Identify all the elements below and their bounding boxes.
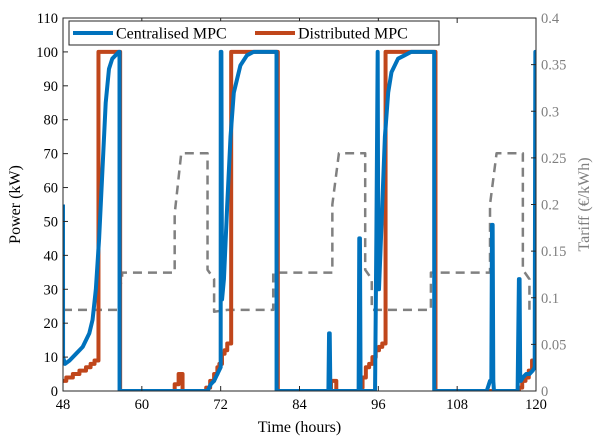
y2-tick-label: 0.05 (541, 337, 566, 353)
series-centralised-mpc-line (63, 49, 536, 391)
x-tick-label: 96 (371, 397, 386, 413)
y-tick-label: 100 (36, 45, 58, 61)
x-tick-label: 60 (135, 397, 150, 413)
y-tick-label: 80 (44, 113, 59, 129)
x-axis: 48 60 72 84 96 108 120 (56, 18, 547, 413)
y-tick-label: 30 (44, 282, 59, 298)
y-tick-label: 60 (44, 181, 59, 197)
y-tick-label: 110 (37, 11, 58, 27)
y2-tick-label: 0 (541, 384, 548, 400)
x-axis-label: Time (hours) (258, 419, 341, 436)
legend-box (68, 20, 440, 46)
x-tick-label: 48 (56, 397, 71, 413)
legend-label-centralised: Centralised MPC (116, 26, 227, 43)
y-tick-label: 70 (44, 147, 59, 163)
y-axis-label: Power (kW) (7, 165, 24, 244)
y2-tick-label: 0.3 (541, 104, 559, 120)
x-tick-label: 72 (213, 397, 228, 413)
y2-tick-label: 0.35 (541, 58, 566, 74)
y2-tick-label: 0.4 (541, 11, 560, 27)
y-tick-label: 0 (51, 384, 58, 400)
series-distributed-mpc-line (63, 49, 536, 391)
y2-axis-label: Tariff (€/kWh) (576, 157, 593, 251)
y-axis-right: 0 0.05 0.1 0.15 0.2 0.25 0.3 0.35 0.4 (531, 11, 566, 400)
y-tick-label: 10 (44, 350, 59, 366)
legend: Centralised MPC Distributed MPC (68, 20, 440, 46)
y-axis-left: 0 10 20 30 40 50 60 70 80 90 100 110 (36, 11, 68, 400)
y-tick-label: 90 (44, 79, 59, 95)
y2-tick-label: 0.1 (541, 291, 559, 307)
series-layer (63, 49, 536, 391)
y2-tick-label: 0.25 (541, 151, 566, 167)
legend-label-distributed: Distributed MPC (298, 26, 408, 43)
y-tick-label: 20 (44, 316, 59, 332)
y2-tick-label: 0.15 (541, 244, 566, 260)
x-tick-label: 120 (525, 397, 547, 413)
y-tick-label: 50 (44, 214, 59, 230)
y2-tick-label: 0.2 (541, 198, 559, 214)
x-tick-label: 84 (292, 397, 307, 413)
series-tariff-line (63, 151, 536, 313)
y-tick-label: 40 (44, 248, 59, 264)
x-tick-label: 108 (446, 397, 468, 413)
